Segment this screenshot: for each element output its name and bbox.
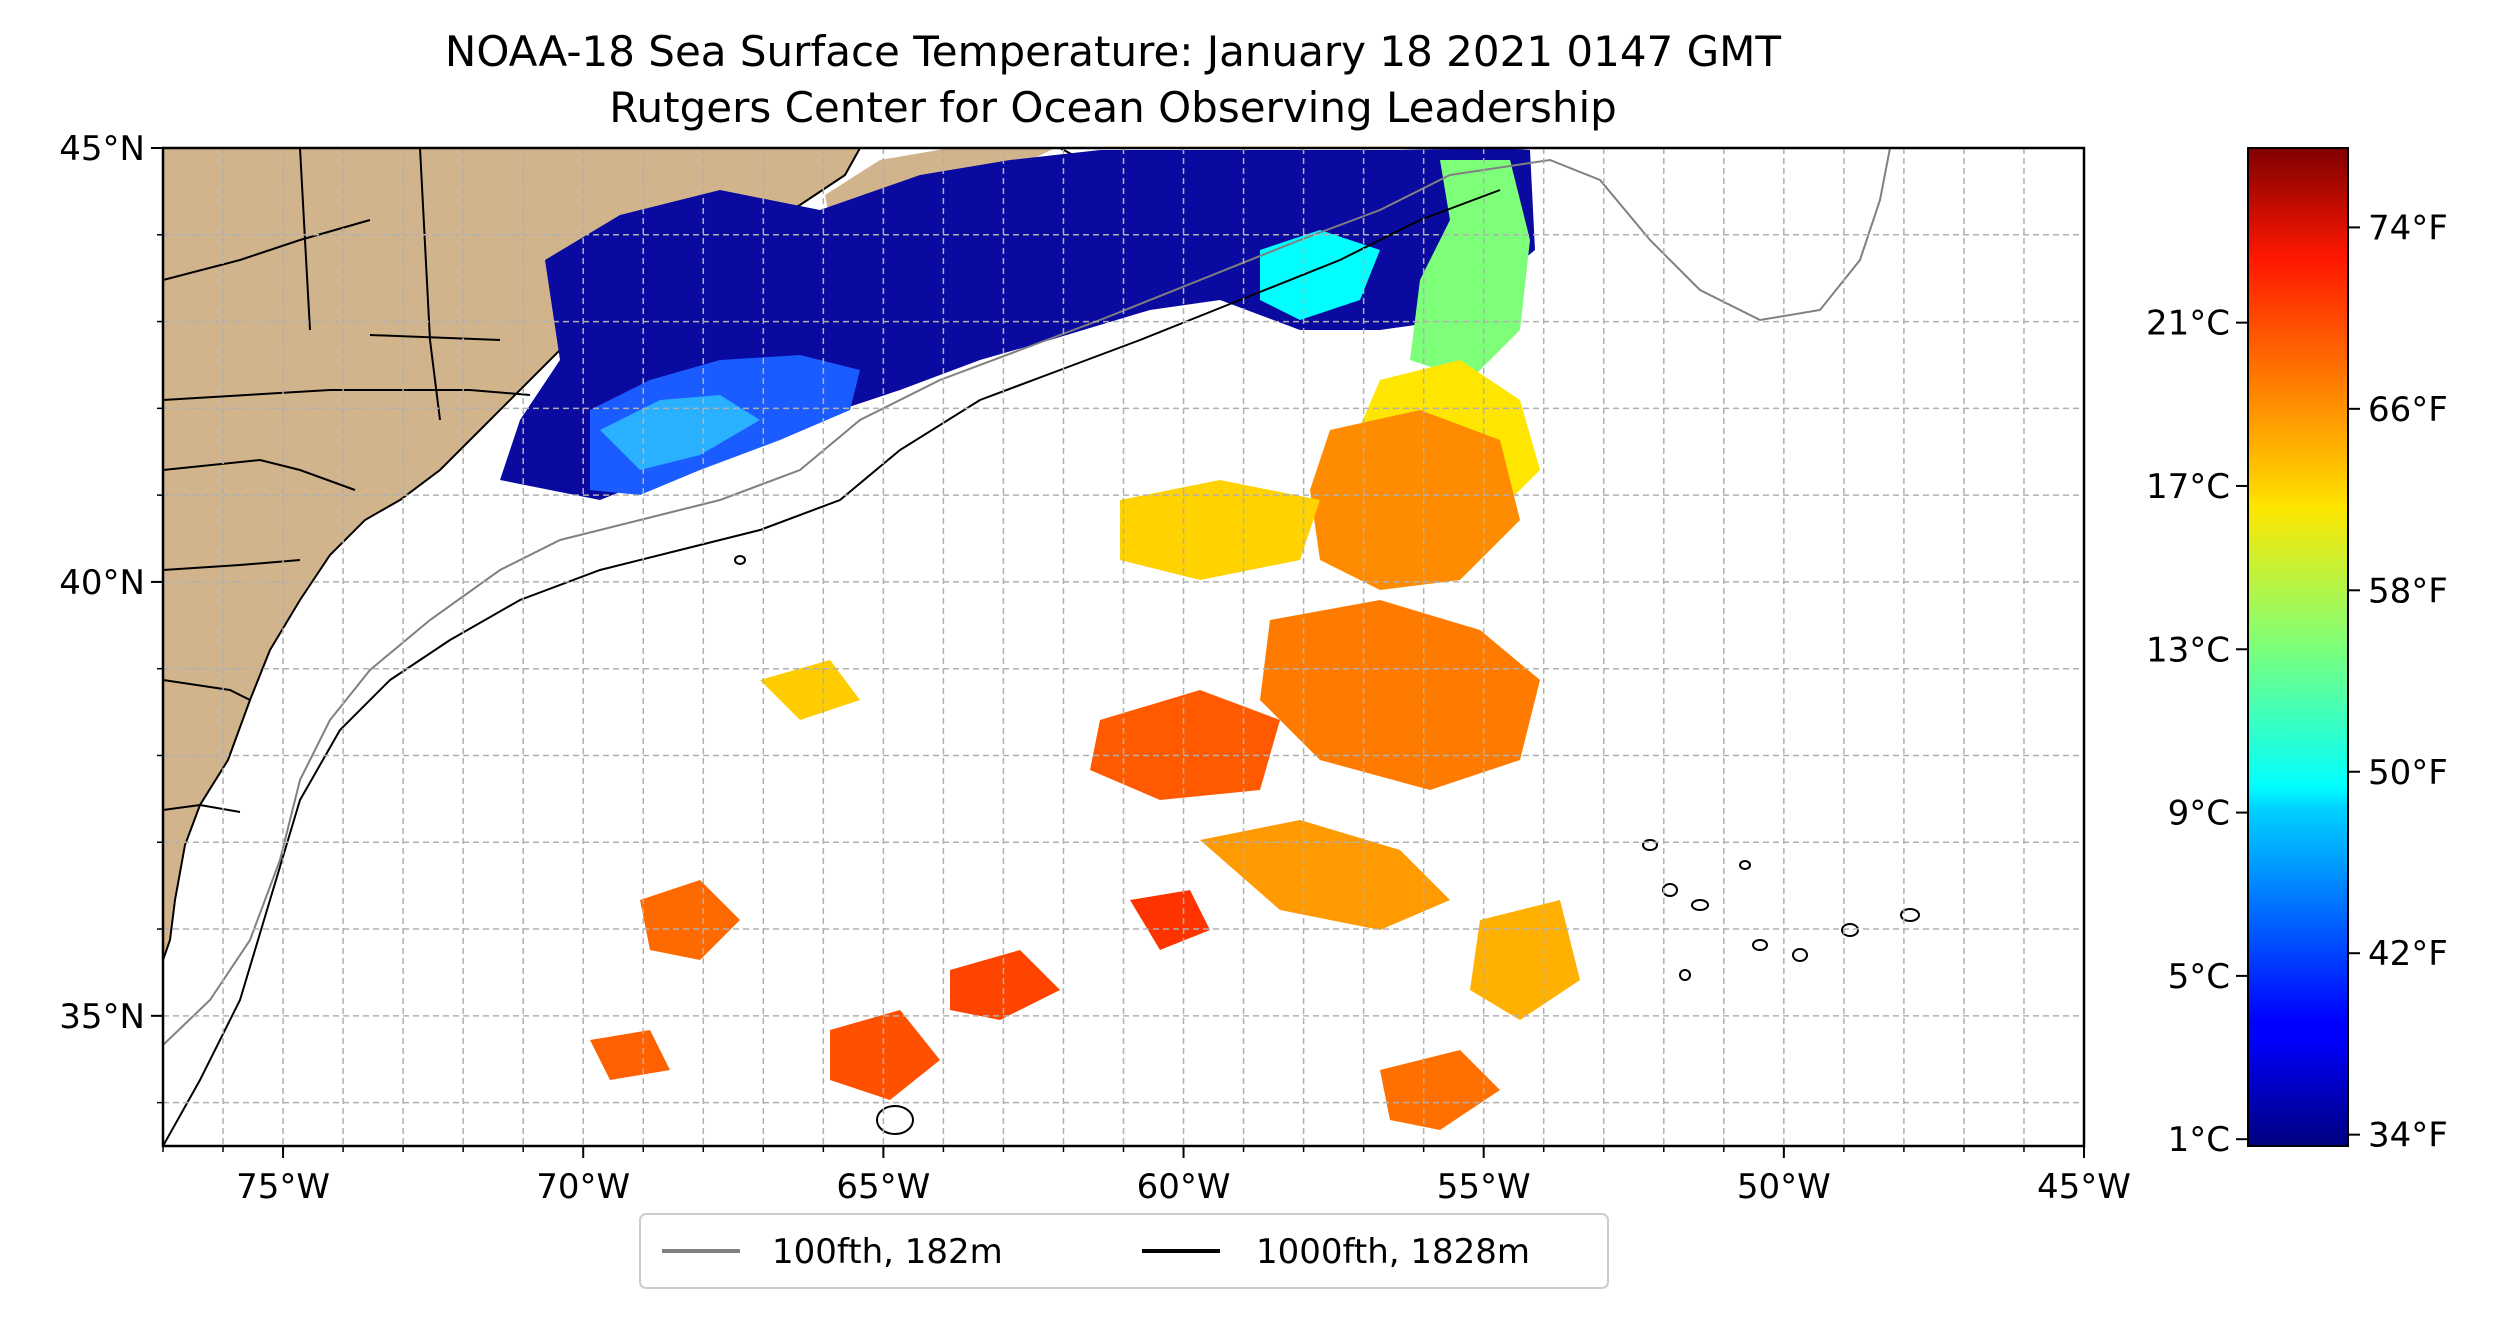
contour-1000fth [163, 189, 1501, 1146]
lat-tick-label: 40°N [59, 563, 145, 603]
colorbar-c-label: 13°C [2146, 630, 2230, 670]
lon-tick-label: 45°W [2037, 1167, 2131, 1207]
lon-tick-label: 65°W [836, 1167, 930, 1207]
lon-tick-label: 75°W [236, 1167, 330, 1207]
colorbar-c-label: 9°C [2168, 794, 2230, 834]
legend-box [639, 1213, 1609, 1289]
colorbar-celsius-ticks: 21°C 17°C 13°C 9°C 5°C 1°C [2146, 304, 2248, 1160]
map-area [163, 148, 2084, 1146]
lat-tick-label: 45°N [59, 129, 145, 169]
colorbar-f-label: 66°F [2368, 390, 2448, 430]
longitude-axis: 75°W 70°W 65°W 60°W 55°W 50°W 45°W [162, 1146, 2131, 1207]
sst-data-layer [500, 148, 1580, 1130]
colorbar-gradient [2247, 147, 2349, 1147]
colorbar-f-label: 50°F [2368, 753, 2448, 793]
map-subtitle: Rutgers Center for Ocean Observing Leade… [609, 83, 1617, 132]
contour-100fth [163, 148, 1891, 1046]
colorbar-f-label: 34°F [2368, 1116, 2448, 1156]
lat-tick-label: 35°N [59, 997, 145, 1037]
seamounts [734, 555, 1920, 1135]
colorbar-c-label: 5°C [2168, 957, 2230, 997]
colorbar-f-label: 58°F [2368, 571, 2448, 611]
lon-tick-label: 70°W [536, 1167, 630, 1207]
legend-label-100fth: 100fth, 182m [772, 1232, 1003, 1272]
lon-tick-label: 55°W [1437, 1167, 1531, 1207]
colorbar-fahrenheit-ticks: 74°F 66°F 58°F 50°F 42°F 34°F [2348, 208, 2448, 1156]
legend: 100fth, 182m 1000fth, 1828m [639, 1213, 1609, 1289]
gridlines [163, 148, 2084, 1146]
land-us-coast [163, 148, 860, 960]
colorbar-c-label: 1°C [2168, 1120, 2230, 1160]
latitude-axis: 45°N 40°N 35°N [59, 129, 163, 1104]
lon-tick-label: 50°W [1737, 1167, 1831, 1207]
colorbar: 74°F 66°F 58°F 50°F 42°F 34°F 21°C 17°C 13°C 9°C… [2146, 147, 2448, 1160]
colorbar-c-label: 17°C [2146, 467, 2230, 507]
legend-label-1000fth: 1000fth, 1828m [1256, 1232, 1530, 1272]
map-title: NOAA-18 Sea Surface Temperature: January… [445, 27, 1782, 76]
lon-tick-label: 60°W [1137, 1167, 1231, 1207]
colorbar-f-label: 74°F [2368, 208, 2448, 248]
colorbar-c-label: 21°C [2146, 304, 2230, 344]
colorbar-f-label: 42°F [2368, 934, 2448, 974]
